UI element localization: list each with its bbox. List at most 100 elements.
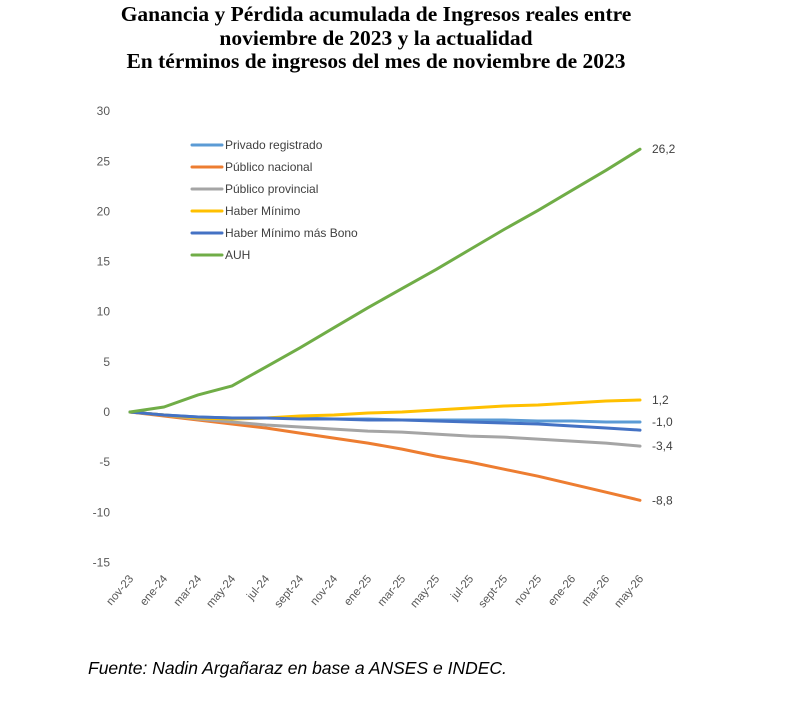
data-point-haber-minimo-mas-bono [536,422,540,426]
legend-item-privado-registrado: Privado registrado [190,138,323,152]
legend-label: Público nacional [225,160,312,174]
data-point-haber-minimo [400,410,404,414]
x-tick-label: jul-25 [448,573,476,603]
data-point-haber-minimo [570,401,574,405]
data-label-auh: 26,2 [652,142,676,156]
data-point-auh [400,287,404,291]
x-tick-label: nov-24 [308,573,340,608]
data-point-auh [264,365,268,369]
data-label-privado-registrado: -1,0 [652,415,673,429]
data-point-publico-nacional [400,447,404,451]
y-tick-label: -15 [93,555,111,569]
data-point-publico-provincial [468,434,472,438]
data-point-haber-minimo-mas-bono [162,413,166,417]
legend-item-haber-minimo-mas-bono: Haber Mínimo más Bono [190,226,358,240]
x-tick-label: may-24 [204,573,238,611]
data-point-auh [298,346,302,350]
legend-item-publico-provincial: Público provincial [190,182,318,196]
legend-item-haber-minimo: Haber Mínimo [190,204,301,218]
data-point-haber-minimo [638,398,642,402]
x-tick-label: nov-25 [512,573,544,608]
y-tick-label: -10 [93,505,111,519]
data-point-privado-registrado [570,419,574,423]
data-point-auh [570,188,574,192]
data-point-publico-nacional [570,482,574,486]
series-line-auh [128,147,642,414]
data-point-haber-minimo [366,411,370,415]
data-point-publico-provincial [638,444,642,448]
x-tick-label: nov-23 [104,573,136,608]
y-tick-label: 30 [97,104,111,118]
data-point-publico-nacional [502,467,506,471]
data-point-auh [468,248,472,252]
series-haber-minimo-mas-bono [128,410,642,432]
y-tick-label: -5 [99,455,110,469]
data-point-haber-minimo [536,403,540,407]
x-tick-label: ene-25 [342,573,374,608]
y-tick-label: 5 [103,355,110,369]
data-point-auh [162,405,166,409]
y-tick-label: 10 [97,305,111,319]
legend-label: Público provincial [225,182,318,196]
data-point-haber-minimo-mas-bono [604,426,608,430]
data-point-publico-provincial [536,437,540,441]
data-point-publico-provincial [366,429,370,433]
data-point-publico-provincial [570,439,574,443]
data-point-publico-provincial [332,427,336,431]
data-point-haber-minimo-mas-bono [264,416,268,420]
data-point-privado-registrado [604,420,608,424]
data-point-haber-minimo-mas-bono [366,418,370,422]
data-point-publico-nacional [536,474,540,478]
legend-label: Haber Mínimo más Bono [225,226,358,240]
data-point-publico-nacional [638,498,642,502]
data-point-haber-minimo [332,413,336,417]
data-point-haber-minimo-mas-bono [230,416,234,420]
series-layer [128,147,642,502]
series-auh [128,147,642,414]
data-point-haber-minimo-mas-bono [332,417,336,421]
y-tick-label: 20 [97,204,111,218]
data-label-publico-nacional: -8,8 [652,493,673,507]
series-line-haber-minimo-mas-bono [128,410,642,432]
data-point-auh [196,393,200,397]
x-tick-label: may-25 [408,573,442,610]
data-point-auh [128,410,132,414]
x-tick-label: mar-24 [172,573,205,609]
data-point-haber-minimo-mas-bono [570,424,574,428]
chart-title-line-2: noviembre de 2023 y la actualidad [219,25,533,50]
data-label-haber-minimo: 1,2 [652,393,669,407]
data-point-haber-minimo [604,399,608,403]
legend-label: Privado registrado [225,138,323,152]
data-point-auh [536,208,540,212]
data-point-auh [332,326,336,330]
data-point-publico-provincial [264,423,268,427]
x-tick-label: mar-25 [376,573,409,609]
data-point-haber-minimo-mas-bono [502,421,506,425]
data-point-auh [366,306,370,310]
y-tick-label: 15 [97,255,111,269]
series-line-publico-provincial [128,410,642,448]
data-point-haber-minimo-mas-bono [400,418,404,422]
y-axis: 30 25 20 15 10 5 0 -5 -10 -15 [93,104,111,569]
chart-title-line-1: Ganancia y Pérdida acumulada de Ingresos… [120,2,632,26]
y-tick-label: 0 [103,405,110,419]
series-publico-provincial [128,410,642,448]
chart-title: Ganancia y Pérdida acumulada de Ingresos… [0,2,752,74]
legend: Privado registrado Público nacional Públic… [190,138,358,262]
data-point-publico-nacional [332,436,336,440]
data-point-auh [502,228,506,232]
data-point-auh [604,168,608,172]
x-tick-label: ene-24 [138,573,171,609]
x-tick-label: sept-24 [272,573,306,611]
x-tick-label: ene-26 [546,573,578,608]
data-point-haber-minimo [434,408,438,412]
data-point-haber-minimo-mas-bono [434,419,438,423]
data-point-haber-minimo-mas-bono [638,428,642,432]
data-point-publico-provincial [434,432,438,436]
data-point-publico-provincial [400,430,404,434]
data-point-auh [638,147,642,151]
data-point-haber-minimo [502,404,506,408]
x-tick-label: may-26 [612,573,646,610]
data-label-publico-provincial: -3,4 [652,439,673,453]
source-note: Fuente: Nadin Argañaraz en base a ANSES … [88,658,507,678]
